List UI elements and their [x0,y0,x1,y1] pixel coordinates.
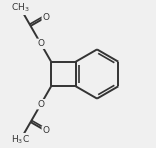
Text: O: O [42,126,49,135]
Text: H$_3$C: H$_3$C [11,134,30,146]
Text: CH$_3$: CH$_3$ [11,2,30,14]
Text: O: O [37,39,44,48]
Text: O: O [42,13,49,22]
Text: O: O [37,100,44,109]
